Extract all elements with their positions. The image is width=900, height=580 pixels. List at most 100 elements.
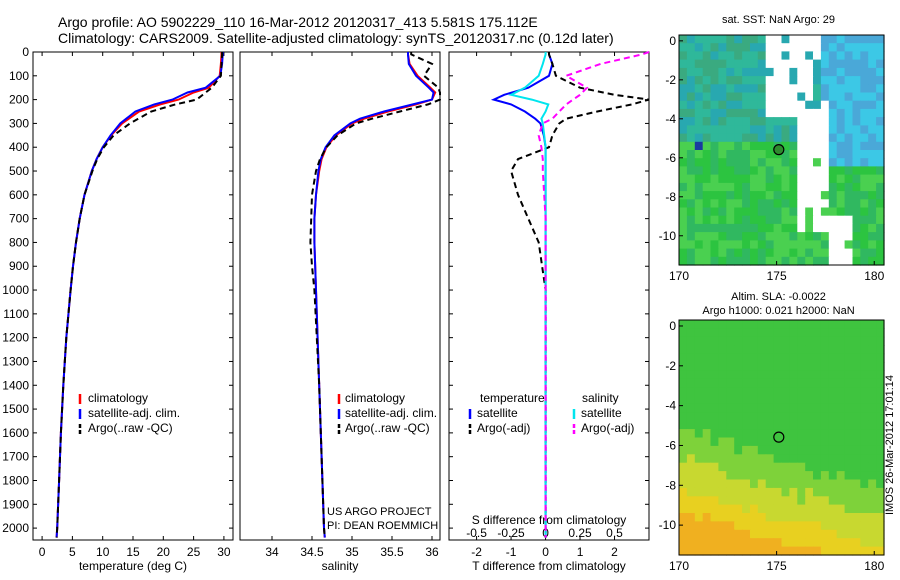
map-cell: [828, 141, 838, 151]
map-cell: [757, 191, 767, 200]
map-cell: [781, 538, 790, 548]
map-cell: [773, 174, 783, 184]
map-cell: [726, 51, 735, 61]
map-cell: [726, 166, 735, 176]
map-cell: [836, 174, 846, 184]
x-tick-label-2: 35.5: [380, 545, 404, 559]
map-cell: [876, 336, 885, 346]
map-cell: [813, 521, 822, 531]
map-cell: [726, 487, 735, 497]
map-cell: [694, 133, 704, 143]
map-cell: [828, 529, 838, 539]
map-cell: [765, 445, 775, 455]
map-cell: [868, 100, 877, 110]
map-frame-1: [678, 34, 885, 266]
map-cell: [813, 529, 822, 539]
map-cell: [718, 125, 727, 135]
map-cell: [734, 412, 743, 422]
map-cell: [773, 395, 783, 405]
map-cell: [797, 215, 806, 225]
map-cell: [844, 141, 854, 151]
map-cell: [694, 387, 704, 397]
map-cell: [868, 76, 877, 85]
map-cell: [852, 182, 861, 192]
map-cell: [860, 150, 869, 159]
map-cell: [718, 504, 727, 514]
sal-diff-tick-label: 0.5: [606, 526, 623, 540]
map-cell: [679, 92, 688, 102]
map-cell: [726, 117, 735, 126]
map-cell: [852, 496, 861, 506]
map-cell: [876, 248, 885, 258]
map-cell: [710, 92, 719, 102]
map-cell: [876, 67, 885, 77]
map-cell: [860, 487, 869, 497]
map-cell: [757, 256, 767, 266]
map-cell: [789, 546, 798, 556]
map-cell: [868, 174, 877, 184]
map-cell: [876, 403, 885, 413]
map-cell: [679, 158, 688, 167]
map-cell: [868, 462, 877, 472]
map-cell: [726, 336, 735, 346]
map-cell: [820, 215, 830, 225]
map-cell: [836, 420, 846, 430]
map-cell: [773, 248, 783, 258]
map-cell: [797, 412, 806, 422]
map-cell: [836, 395, 846, 405]
map-cell: [679, 215, 688, 225]
map-cell: [679, 141, 688, 151]
map-cell: [876, 256, 885, 266]
map-cell: [852, 125, 861, 135]
map-cell: [679, 479, 688, 489]
map-cell: [797, 51, 806, 61]
map-cell: [765, 437, 775, 447]
map-cell: [750, 429, 759, 439]
map-cell: [836, 345, 846, 355]
map-cell: [805, 35, 814, 44]
map-cell: [844, 420, 854, 430]
map-cell: [726, 471, 735, 481]
map-cell: [828, 487, 838, 497]
map-cell: [694, 328, 704, 338]
map-cell: [750, 125, 759, 135]
map-cell: [797, 513, 806, 522]
map-cell: [868, 412, 877, 422]
map-cell: [860, 437, 869, 447]
map-cell: [781, 403, 790, 413]
map-cell: [694, 199, 704, 209]
map-cell: [844, 378, 854, 388]
map-cell: [773, 320, 783, 329]
map-cell: [679, 362, 688, 371]
map-cell: [750, 370, 759, 380]
map-cell: [852, 51, 861, 61]
map-cell: [710, 256, 719, 266]
map-cell: [742, 108, 751, 118]
map-cell: [702, 336, 712, 346]
map-cell: [757, 35, 767, 44]
map-cell: [679, 345, 688, 355]
legend-label-satellite: satellite-adj. clim.: [88, 406, 180, 420]
map-cell: [686, 133, 696, 143]
map-cell: [686, 150, 696, 159]
map-cell: [781, 546, 790, 556]
map-cell: [734, 199, 743, 209]
map-cell: [805, 133, 814, 143]
map-cell: [852, 223, 861, 233]
map-cell: [868, 84, 877, 94]
map-cell: [710, 462, 719, 472]
map-cell: [750, 92, 759, 102]
map-cell: [773, 92, 783, 102]
legend3-label-satellite: satellite: [477, 406, 518, 420]
map-cell: [757, 174, 767, 184]
map-cell: [718, 328, 727, 338]
map-cell: [710, 59, 719, 69]
y-tick-label: 400: [9, 140, 29, 154]
map-cell: [702, 199, 712, 209]
map-cell: [694, 232, 704, 241]
map-cell: [686, 496, 696, 506]
map-cell: [742, 395, 751, 405]
map-cell: [718, 429, 727, 439]
map-cell: [742, 35, 751, 44]
map-cell: [718, 67, 727, 77]
